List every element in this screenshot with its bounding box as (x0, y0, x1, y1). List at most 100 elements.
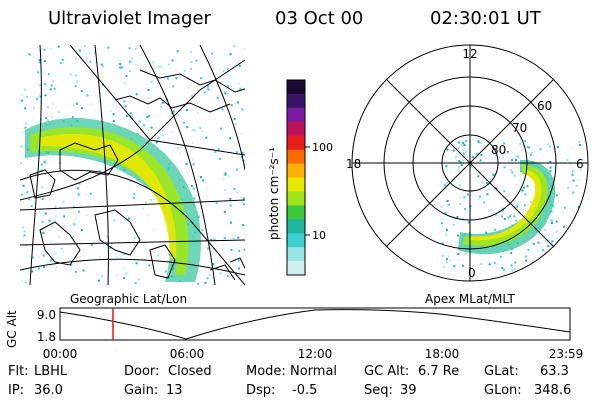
altitude-curve (59, 309, 571, 340)
speckle-dot (37, 71, 40, 74)
speckle-dot (22, 184, 25, 187)
speckle-dot (191, 141, 194, 144)
speckle-dot (229, 204, 232, 207)
polar-grid (351, 44, 589, 282)
timeline-ylabel: GC Alt (5, 310, 19, 348)
speckle-dot (224, 188, 227, 191)
speckle-dot (557, 249, 560, 252)
speckle-dot (47, 119, 49, 122)
speckle-dot (191, 129, 194, 132)
speckle-dot (48, 219, 51, 222)
speckle-dot (524, 140, 526, 143)
speckle-dot (24, 281, 27, 284)
speckle-dot (146, 115, 149, 118)
speckle-dot (102, 244, 105, 247)
speckle-dot (571, 173, 574, 176)
speckle-dot (526, 145, 529, 148)
speckle-dot (83, 45, 86, 47)
speckle-dot (98, 256, 101, 259)
speckle-dot (555, 194, 558, 197)
speckle-dot (59, 61, 62, 64)
seq-value: 39 (400, 383, 417, 398)
speckle-dot (25, 244, 28, 247)
speckle-dot (100, 63, 103, 66)
speckle-dot (226, 73, 228, 76)
speckle-dot (150, 199, 153, 201)
date-label: 03 Oct 00 (275, 8, 364, 29)
speckle-dot (241, 108, 244, 111)
speckle-dot (229, 137, 232, 140)
speckle-dot (142, 207, 145, 210)
speckle-dot (575, 236, 578, 239)
speckle-dot (129, 115, 132, 118)
speckle-dot (510, 264, 513, 267)
speckle-dot (578, 141, 581, 144)
speckle-dot (123, 100, 126, 103)
speckle-dot (228, 175, 231, 178)
colorbar-cell (287, 135, 305, 151)
speckle-dot (191, 95, 194, 98)
speckle-dot (38, 50, 41, 52)
speckle-dot (51, 225, 54, 228)
speckle-dot (211, 52, 214, 55)
speckle-dot (151, 76, 154, 79)
speckle-dot (477, 175, 480, 178)
speckle-dot (449, 259, 452, 262)
ytick-1-8: 1.8 (37, 330, 56, 344)
speckle-dot (446, 228, 448, 231)
speckle-dot (152, 61, 155, 64)
speckle-dot (53, 87, 56, 90)
speckle-dot (478, 197, 480, 200)
colorbar-unit-label: photon cm⁻²s⁻¹ (267, 147, 281, 240)
speckle-dot (196, 112, 199, 114)
speckle-dot (444, 212, 447, 214)
speckle-dot (125, 115, 128, 118)
speckle-dot (499, 255, 502, 258)
speckle-dot (129, 112, 132, 115)
speckle-dot (45, 117, 47, 119)
speckle-dot (530, 201, 532, 204)
speckle-dot (549, 161, 552, 163)
lat-label-60: 60 (537, 99, 552, 113)
speckle-dot (460, 163, 463, 166)
speckle-dot (80, 90, 83, 93)
lat-label-80: 80 (491, 143, 506, 157)
speckle-dot (516, 205, 519, 208)
speckle-dot (171, 130, 174, 133)
mlt-label-0: 0 (468, 266, 476, 280)
colorbar-cell (287, 163, 305, 178)
speckle-dot (233, 188, 236, 190)
speckle-dot (160, 65, 163, 68)
speckle-dot (536, 249, 539, 252)
speckle-dot (21, 226, 24, 229)
speckle-dot (462, 264, 465, 267)
speckle-dot (444, 184, 446, 187)
speckle-dot (458, 184, 461, 187)
geographic-map (20, 45, 245, 285)
polar-speckle (440, 140, 582, 272)
speckle-dot (229, 197, 232, 200)
speckle-dot (551, 240, 554, 243)
speckle-dot (511, 159, 514, 161)
speckle-dot (44, 94, 47, 97)
speckle-dot (74, 84, 77, 87)
speckle-dot (242, 203, 245, 206)
apex-panel-label: Apex MLat/MLT (425, 292, 515, 306)
speckle-dot (95, 178, 98, 181)
speckle-dot (513, 268, 516, 271)
speckle-dot (42, 254, 45, 257)
speckle-dot (62, 200, 65, 203)
speckle-dot (555, 220, 558, 223)
speckle-dot (552, 147, 555, 150)
speckle-dot (85, 193, 88, 196)
speckle-dot (467, 193, 470, 196)
speckle-dot (43, 161, 46, 164)
speckle-dot (563, 225, 566, 228)
speckle-dot (500, 211, 503, 213)
speckle-dot (457, 141, 460, 144)
speckle-dot (223, 237, 226, 240)
speckle-dot (240, 155, 243, 158)
speckle-dot (76, 80, 79, 83)
speckle-dot (446, 148, 449, 151)
speckle-dot (494, 228, 496, 231)
